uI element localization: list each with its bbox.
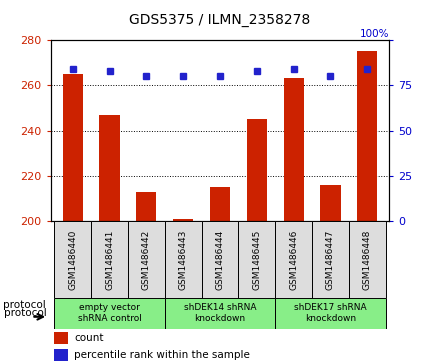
Bar xyxy=(54,298,165,329)
Text: shDEK14 shRNA
knockdown: shDEK14 shRNA knockdown xyxy=(184,303,256,323)
Bar xyxy=(54,221,91,298)
Bar xyxy=(165,221,202,298)
Bar xyxy=(283,78,304,363)
Bar xyxy=(357,51,378,363)
Text: shDEK17 shRNA
knockdown: shDEK17 shRNA knockdown xyxy=(294,303,367,323)
Bar xyxy=(128,221,165,298)
Text: protocol: protocol xyxy=(4,308,47,318)
Bar xyxy=(210,187,230,363)
Text: GSM1486443: GSM1486443 xyxy=(179,229,188,290)
Text: percentile rank within the sample: percentile rank within the sample xyxy=(74,350,250,360)
Text: GSM1486447: GSM1486447 xyxy=(326,229,335,290)
Text: empty vector
shRNA control: empty vector shRNA control xyxy=(77,303,141,323)
Text: count: count xyxy=(74,333,104,343)
Bar xyxy=(99,115,120,363)
Bar xyxy=(54,332,68,344)
Bar xyxy=(202,221,238,298)
Bar xyxy=(238,221,275,298)
Bar xyxy=(247,119,267,363)
Text: GDS5375 / ILMN_2358278: GDS5375 / ILMN_2358278 xyxy=(129,13,311,27)
Text: GSM1486446: GSM1486446 xyxy=(289,229,298,290)
Text: protocol: protocol xyxy=(3,300,45,310)
Text: GSM1486444: GSM1486444 xyxy=(216,229,224,290)
Text: GSM1486445: GSM1486445 xyxy=(252,229,261,290)
Bar xyxy=(54,349,68,361)
Text: GSM1486448: GSM1486448 xyxy=(363,229,372,290)
Bar xyxy=(312,221,349,298)
Bar xyxy=(275,221,312,298)
Bar xyxy=(349,221,386,298)
Bar xyxy=(136,192,157,363)
Text: GSM1486441: GSM1486441 xyxy=(105,229,114,290)
Text: 100%: 100% xyxy=(360,29,389,39)
Bar xyxy=(165,298,275,329)
Text: GSM1486440: GSM1486440 xyxy=(68,229,77,290)
Bar xyxy=(275,298,386,329)
Bar xyxy=(62,74,83,363)
Text: GSM1486442: GSM1486442 xyxy=(142,229,151,290)
Bar xyxy=(91,221,128,298)
Bar xyxy=(320,185,341,363)
Bar xyxy=(173,219,193,363)
